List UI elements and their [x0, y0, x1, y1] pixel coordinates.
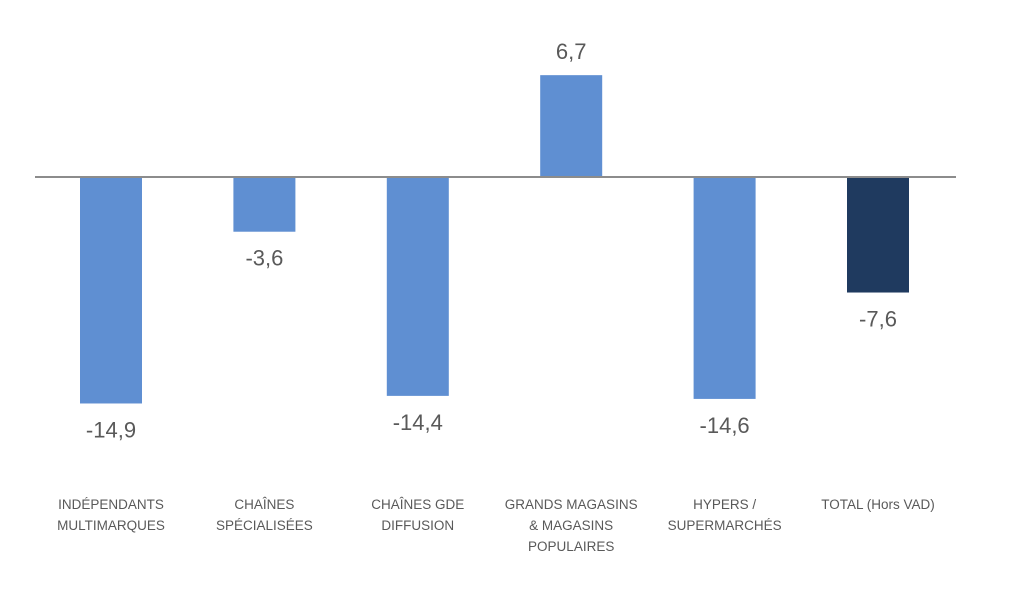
category-label-4: HYPERS / SUPERMARCHÉS — [668, 497, 782, 533]
category-label-0-line-0: INDÉPENDANTS — [58, 497, 164, 512]
category-label-4-line-1: SUPERMARCHÉS — [668, 518, 782, 533]
category-label-2-line-0: CHAÎNES GDE — [371, 497, 464, 512]
category-label-1-line-0: CHAÎNES — [234, 497, 294, 512]
value-labels-group: -14,9 -3,6 -14,4 6,7 -14,6 -7,6 — [86, 39, 897, 442]
bar-3 — [540, 75, 603, 177]
category-label-0: INDÉPENDANTS MULTIMARQUES — [57, 497, 165, 533]
category-label-2: CHAÎNES GDE DIFFUSION — [371, 497, 464, 533]
category-label-3-line-1: & MAGASINS — [529, 518, 613, 533]
category-label-1: CHAÎNES SPÉCIALISÉES — [216, 497, 313, 533]
category-label-3-line-0: GRANDS MAGASINS — [505, 497, 638, 512]
data-label-3: 6,7 — [556, 39, 587, 64]
bar-2 — [386, 177, 449, 396]
category-label-3-line-2: POPULAIRES — [528, 539, 614, 554]
data-label-5: -7,6 — [859, 307, 897, 332]
bars-group — [80, 75, 909, 404]
bar-0 — [80, 177, 142, 404]
bar-4 — [693, 177, 756, 399]
category-label-5: TOTAL (Hors VAD) — [821, 497, 935, 512]
bar-1 — [233, 177, 296, 232]
data-label-1: -3,6 — [245, 246, 283, 271]
category-label-2-line-1: DIFFUSION — [381, 518, 454, 533]
data-label-0: -14,9 — [86, 417, 136, 442]
bar-5 — [847, 177, 909, 293]
category-labels-group: INDÉPENDANTS MULTIMARQUES CHAÎNES SPÉCIALIS… — [57, 497, 935, 554]
category-label-3: GRANDS MAGASINS & MAGASINS POPULAIRES — [505, 497, 638, 554]
category-label-0-line-1: MULTIMARQUES — [57, 518, 165, 533]
category-label-5-line-0: TOTAL (Hors VAD) — [821, 497, 935, 512]
category-label-1-line-1: SPÉCIALISÉES — [216, 518, 313, 533]
data-label-4: -14,6 — [700, 413, 750, 438]
category-label-4-line-0: HYPERS / — [693, 497, 756, 512]
data-label-2: -14,4 — [393, 410, 443, 435]
